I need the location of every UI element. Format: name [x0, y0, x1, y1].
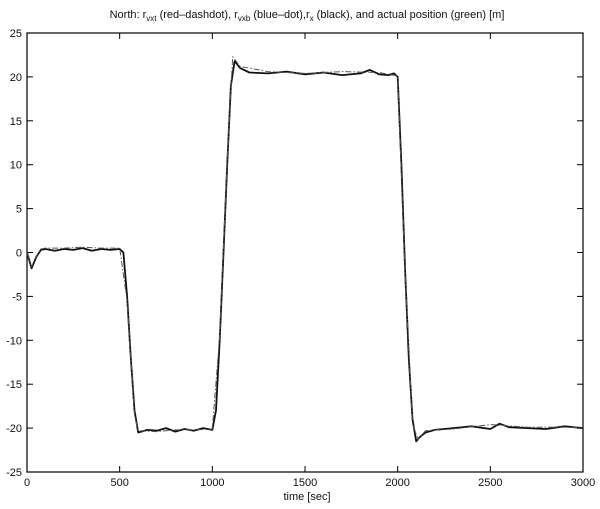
y-tick-label: 25: [10, 28, 22, 40]
plot-frame: [26, 32, 584, 473]
x-tick-label: 1000: [200, 477, 224, 489]
y-tick-label: 10: [10, 160, 22, 172]
chart-title-sub-vxt: vxt: [146, 14, 157, 23]
y-tick-label: 5: [16, 204, 22, 216]
y-tick-label: 0: [16, 248, 22, 260]
chart-title-prefix: North: r: [110, 9, 147, 21]
x-axis-label: time [sec]: [283, 491, 330, 503]
series-layer: [26, 56, 584, 443]
x-tick-label: 1500: [293, 477, 317, 489]
chart-title-part1: (red–dashdot), r: [157, 9, 239, 21]
chart-title: North: rvxt (red–dashdot), rvxb (blue–do…: [110, 9, 505, 23]
y-tick-label: 20: [10, 72, 22, 84]
chart-title-sub-x: x: [310, 14, 314, 23]
x-tick-label: 2500: [478, 477, 502, 489]
y-tick-label: -25: [6, 467, 22, 479]
chart-title-part2: (blue–dot),r: [250, 9, 310, 21]
chart-title-part3: (black), and actual position (green) [m]: [314, 9, 505, 21]
y-tick-label: -10: [6, 335, 22, 347]
x-tick-label: 500: [110, 477, 128, 489]
y-axis-ticks: -25 -20 -15 -10 -5 0 5 10 15 20 25: [6, 28, 583, 479]
y-tick-label: 15: [10, 116, 22, 128]
x-tick-label: 2000: [385, 477, 409, 489]
y-tick-label: -20: [6, 423, 22, 435]
x-axis-ticks: 0 500 1000 1500 2000 2500 3000: [24, 33, 595, 489]
x-tick-label: 0: [24, 477, 30, 489]
chart-title-sub-vxb: vxb: [238, 14, 251, 23]
series-line-r-vxt: [26, 56, 583, 440]
x-tick-label: 3000: [571, 477, 595, 489]
y-tick-label: -15: [6, 379, 22, 391]
y-tick-label: -5: [12, 291, 22, 303]
series-line-r-x: [26, 60, 584, 443]
